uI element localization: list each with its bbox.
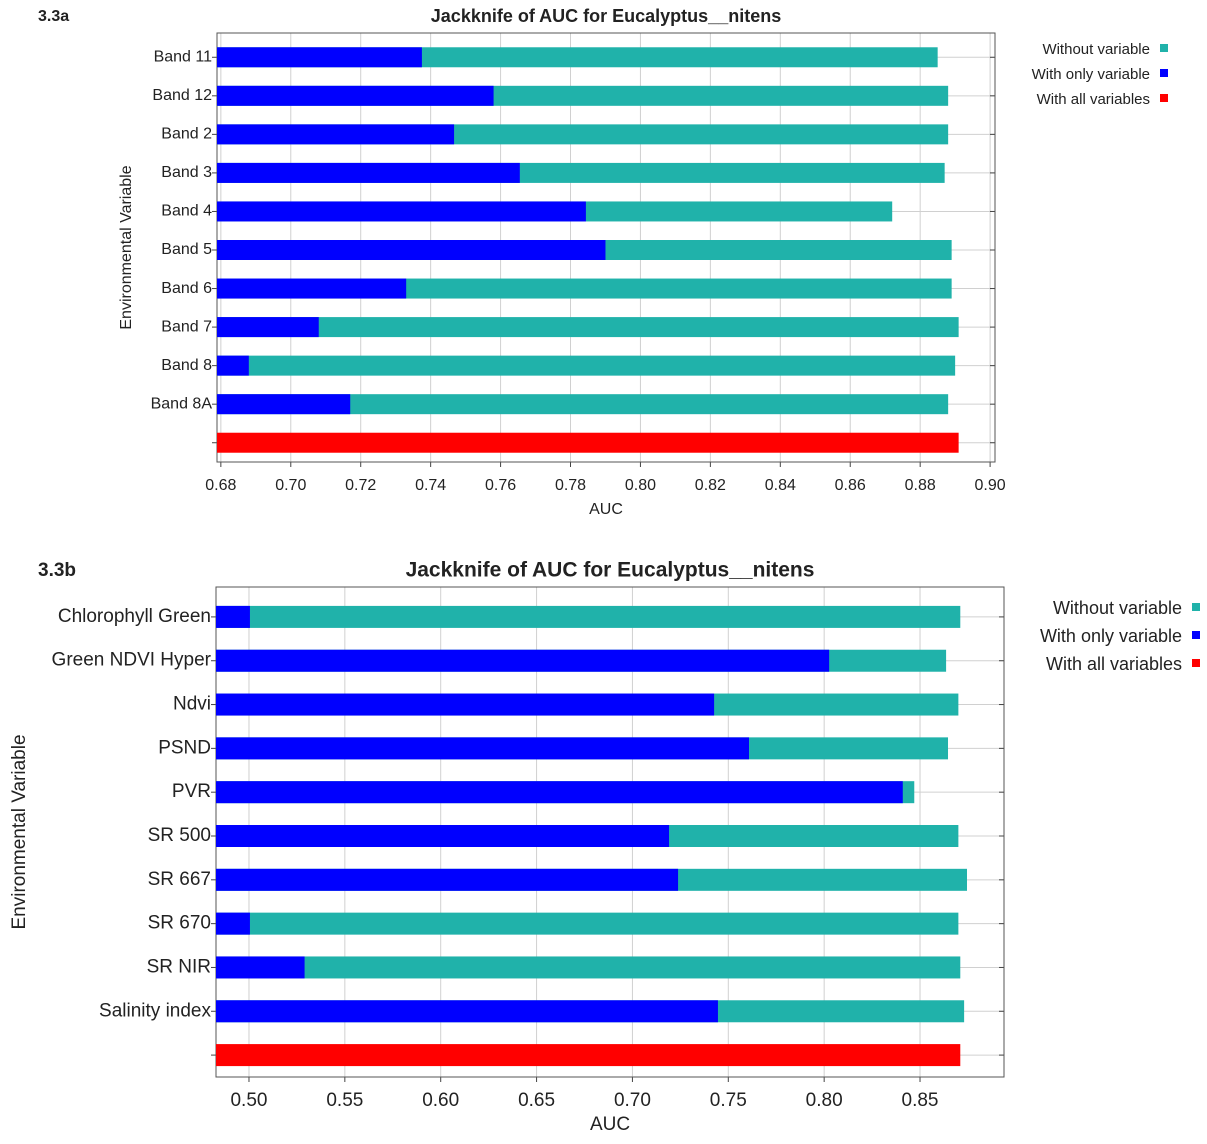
x-tick-label: 0.80 [625, 477, 656, 494]
panel-label: 3.3a [38, 8, 69, 25]
chart-title: Jackknife of AUC for Eucalyptus__nitens [406, 559, 815, 582]
bar [217, 85, 494, 106]
y-tick-label: Band 5 [161, 241, 212, 258]
legend-swatch [1192, 603, 1200, 611]
legend-label: With all variables [1037, 91, 1150, 108]
bar [216, 737, 750, 760]
y-tick-label: Band 8 [161, 357, 212, 374]
x-tick-label: 0.60 [422, 1090, 459, 1111]
bar [217, 432, 959, 453]
y-tick-label: Band 7 [161, 318, 212, 335]
x-tick-label: 0.70 [614, 1090, 651, 1111]
x-tick-label: 0.72 [345, 477, 376, 494]
x-tick-label: 0.74 [415, 477, 446, 494]
y-tick-label: PVR [172, 781, 211, 802]
bar [217, 317, 959, 338]
legend-label: Without variable [1042, 41, 1150, 58]
y-tick-label: Band 6 [161, 280, 212, 297]
bar [217, 394, 351, 415]
bar [216, 1000, 718, 1023]
y-tick-label: Green NDVI Hyper [52, 650, 212, 671]
bar [217, 355, 956, 376]
legend-swatch [1160, 69, 1168, 77]
y-axis-label: Environmental Variable [118, 165, 135, 329]
legend-swatch [1192, 659, 1200, 667]
bar [216, 605, 250, 628]
legend-swatch [1160, 94, 1168, 102]
bar [216, 1044, 961, 1067]
y-tick-label: Band 2 [161, 126, 212, 143]
x-tick-label: 0.84 [765, 477, 796, 494]
bar [216, 912, 250, 935]
bar [217, 124, 455, 145]
bar [217, 317, 319, 338]
x-tick-label: 0.70 [275, 477, 306, 494]
legend-label: With all variables [1046, 654, 1182, 674]
x-tick-label: 0.50 [230, 1090, 267, 1111]
bar [217, 201, 586, 222]
bar [216, 825, 670, 847]
bar [216, 912, 959, 935]
x-tick-label: 0.65 [518, 1090, 555, 1111]
x-tick-label: 0.80 [806, 1090, 843, 1111]
bar [216, 868, 679, 891]
x-tick-label: 0.85 [902, 1090, 939, 1111]
x-tick-label: 0.55 [326, 1090, 363, 1111]
panel-label: 3.3b [38, 560, 76, 581]
y-tick-label: SR 500 [148, 825, 211, 846]
x-tick-label: 0.88 [905, 477, 936, 494]
chart-title: Jackknife of AUC for Eucalyptus__nitens [431, 6, 781, 26]
bar [217, 162, 520, 183]
x-axis-label: AUC [589, 501, 623, 518]
x-tick-label: 0.75 [710, 1090, 747, 1111]
bar [217, 240, 606, 260]
y-tick-label: Band 12 [152, 87, 212, 104]
legend-swatch [1160, 44, 1168, 52]
legend-swatch [1192, 631, 1200, 639]
legend-label: With only variable [1040, 626, 1182, 646]
y-tick-label: Band 11 [154, 48, 213, 65]
y-tick-label: Band 3 [161, 164, 212, 181]
y-axis-label: Environmental Variable [9, 734, 30, 929]
y-tick-label: SR 667 [148, 869, 211, 890]
y-tick-label: SR 670 [148, 913, 211, 934]
x-axis-label: AUC [590, 1114, 630, 1135]
bar [216, 605, 961, 628]
bar [216, 956, 961, 979]
bar [217, 278, 407, 299]
y-tick-label: Ndvi [173, 694, 211, 715]
bar [217, 47, 422, 68]
bar [217, 394, 949, 415]
bar [216, 781, 903, 804]
x-tick-label: 0.90 [975, 477, 1006, 494]
bar [216, 649, 830, 672]
bar [217, 355, 249, 376]
x-tick-label: 0.68 [205, 477, 236, 494]
y-tick-label: Chlorophyll Green [58, 606, 211, 627]
bar [216, 956, 305, 979]
bar [216, 693, 715, 716]
y-tick-label: Band 8A [151, 395, 213, 412]
legend-label: With only variable [1032, 66, 1150, 83]
y-tick-label: Salinity index [99, 1000, 211, 1021]
x-tick-label: 0.82 [695, 477, 726, 494]
y-tick-label: SR NIR [147, 956, 211, 977]
x-tick-label: 0.78 [555, 477, 586, 494]
x-tick-label: 0.76 [485, 477, 516, 494]
y-tick-label: PSND [158, 737, 211, 758]
x-tick-label: 0.86 [835, 477, 866, 494]
legend-label: Without variable [1053, 598, 1182, 618]
y-tick-label: Band 4 [161, 203, 212, 220]
